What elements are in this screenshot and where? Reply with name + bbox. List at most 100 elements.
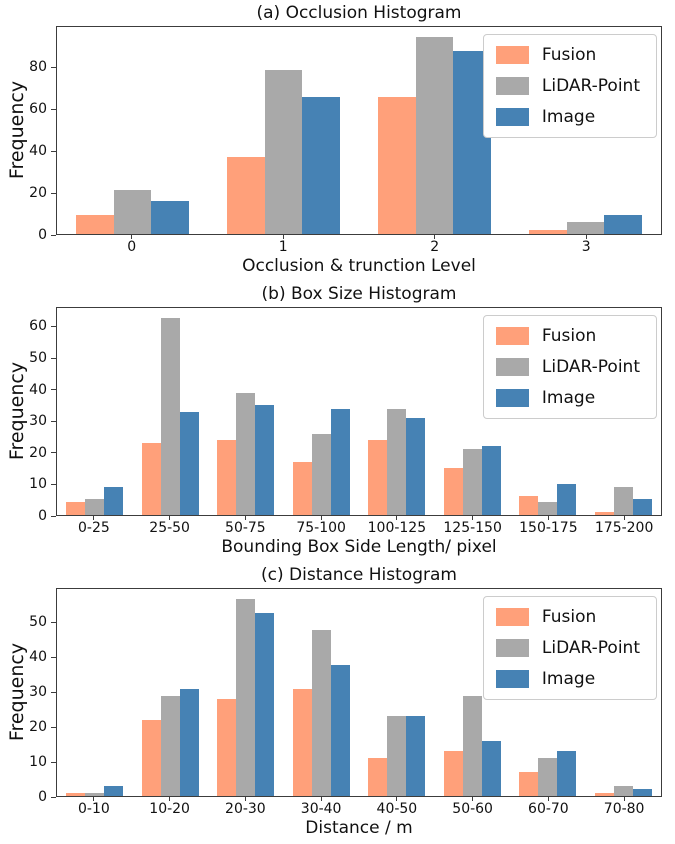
legend-label: Image xyxy=(541,388,596,408)
bar-group-75-100 xyxy=(284,308,360,515)
bar-image-175-200 xyxy=(632,499,652,515)
xtick-mark xyxy=(472,516,474,520)
bar-lidar-point-10-20 xyxy=(160,695,180,796)
xtick-mark xyxy=(320,797,322,801)
bar-image-20-30 xyxy=(255,612,275,796)
chart-distance-histogram: (c) Distance Histogram Frequency Fusion L… xyxy=(0,562,675,843)
bar-lidar-point-125-150 xyxy=(462,449,482,515)
bars-container xyxy=(57,27,661,234)
legend: Fusion LiDAR-Point Image xyxy=(482,596,657,700)
xtick-label: 75-100 xyxy=(296,520,346,536)
bar-lidar-point-75-100 xyxy=(311,433,331,515)
bar-group-40-50 xyxy=(359,589,435,796)
legend-item-fusion: Fusion xyxy=(495,607,640,627)
legend-swatch-lidar-point xyxy=(495,639,529,657)
bar-group-20-30 xyxy=(208,589,284,796)
bar-group-150-175 xyxy=(510,308,586,515)
bar-group-0-25 xyxy=(57,308,133,515)
bar-fusion-100-125 xyxy=(368,439,388,515)
bar-fusion-175-200 xyxy=(594,511,614,515)
xtick-label: 2 xyxy=(430,239,440,255)
xtick-mark xyxy=(244,797,246,801)
bar-group-125-150 xyxy=(435,308,511,515)
ytick-label: 10 xyxy=(29,476,47,493)
bar-lidar-point-0-25 xyxy=(85,499,105,515)
bar-image-0-10 xyxy=(104,785,124,796)
bar-fusion-2 xyxy=(377,97,416,234)
xtick-label: 3 xyxy=(581,239,591,255)
bars-container xyxy=(57,589,661,796)
bar-lidar-point-2 xyxy=(415,36,454,234)
ytick-label: 20 xyxy=(29,185,47,202)
bar-group-3 xyxy=(510,27,661,234)
bar-fusion-10-20 xyxy=(141,719,161,796)
bar-fusion-40-50 xyxy=(368,757,388,796)
y-axis-label: Frequency xyxy=(6,361,28,461)
bar-lidar-point-40-50 xyxy=(387,716,407,796)
legend-item-image: Image xyxy=(495,107,640,127)
plot-area: Fusion LiDAR-Point Image xyxy=(56,26,662,235)
bar-lidar-point-70-80 xyxy=(613,785,633,796)
bar-image-75-100 xyxy=(330,408,350,515)
bar-image-70-80 xyxy=(632,789,652,796)
bar-fusion-0 xyxy=(75,215,114,234)
legend-label: LiDAR-Point xyxy=(541,357,640,377)
bar-fusion-50-75 xyxy=(217,439,237,515)
bar-lidar-point-175-200 xyxy=(613,486,633,515)
legend-item-image: Image xyxy=(495,669,640,689)
legend-label: LiDAR-Point xyxy=(541,638,640,658)
bar-group-0-10 xyxy=(57,589,133,796)
chart-title: (b) Box Size Histogram xyxy=(261,284,457,304)
plot-area: Fusion LiDAR-Point Image xyxy=(56,588,662,797)
bar-image-25-50 xyxy=(179,411,199,515)
bar-lidar-point-25-50 xyxy=(160,317,180,515)
bar-image-50-60 xyxy=(481,740,501,796)
x-axis-label: Occlusion & trunction Level xyxy=(242,256,476,276)
bar-group-0 xyxy=(57,27,208,234)
legend-label: Image xyxy=(541,669,596,689)
ytick-label: 80 xyxy=(29,59,47,76)
xtick-mark xyxy=(169,516,171,520)
bar-lidar-point-60-70 xyxy=(538,757,558,796)
bar-lidar-point-3 xyxy=(566,221,605,234)
bar-fusion-150-175 xyxy=(519,496,539,515)
xtick-label: 50-75 xyxy=(225,520,266,536)
bar-image-0 xyxy=(151,200,190,234)
bar-image-1 xyxy=(302,97,341,234)
legend-item-fusion: Fusion xyxy=(495,45,640,65)
bar-image-125-150 xyxy=(481,446,501,515)
bar-lidar-point-20-30 xyxy=(236,598,256,796)
bar-fusion-0-25 xyxy=(66,502,86,515)
xtick-label: 40-50 xyxy=(376,801,418,817)
bar-group-10-20 xyxy=(133,589,209,796)
bar-fusion-30-40 xyxy=(292,688,312,796)
bar-fusion-50-60 xyxy=(443,751,463,796)
x-axis-label: Bounding Box Side Length/ pixel xyxy=(221,537,497,557)
bar-lidar-point-100-125 xyxy=(387,408,407,515)
y-axis-label: Frequency xyxy=(6,80,28,180)
xtick-mark xyxy=(320,516,322,520)
legend-item-lidar-point: LiDAR-Point xyxy=(495,76,640,96)
xtick-label: 100-125 xyxy=(367,520,427,536)
bar-image-60-70 xyxy=(557,751,577,796)
xtick-label: 0-10 xyxy=(77,801,110,817)
x-axis-label: Distance / m xyxy=(305,818,413,838)
legend-swatch-lidar-point xyxy=(495,358,529,376)
legend-swatch-fusion xyxy=(495,46,529,64)
legend-item-fusion: Fusion xyxy=(495,326,640,346)
bar-image-50-75 xyxy=(255,405,275,515)
ytick-label: 0 xyxy=(38,227,47,243)
bar-image-100-125 xyxy=(406,418,426,515)
bar-fusion-60-70 xyxy=(519,771,539,796)
xtick-label: 50-60 xyxy=(452,801,493,817)
xtick-label: 60-70 xyxy=(528,801,569,817)
xtick-mark xyxy=(396,516,398,520)
chart-occlusion-histogram: (a) Occlusion Histogram Frequency Fusion… xyxy=(0,0,675,281)
xtick-label: 70-80 xyxy=(603,801,645,817)
bar-image-10-20 xyxy=(179,688,199,796)
legend-label: Fusion xyxy=(541,45,597,65)
xtick-label: 0 xyxy=(127,239,137,255)
legend-swatch-fusion xyxy=(495,608,529,626)
legend-swatch-fusion xyxy=(495,327,529,345)
